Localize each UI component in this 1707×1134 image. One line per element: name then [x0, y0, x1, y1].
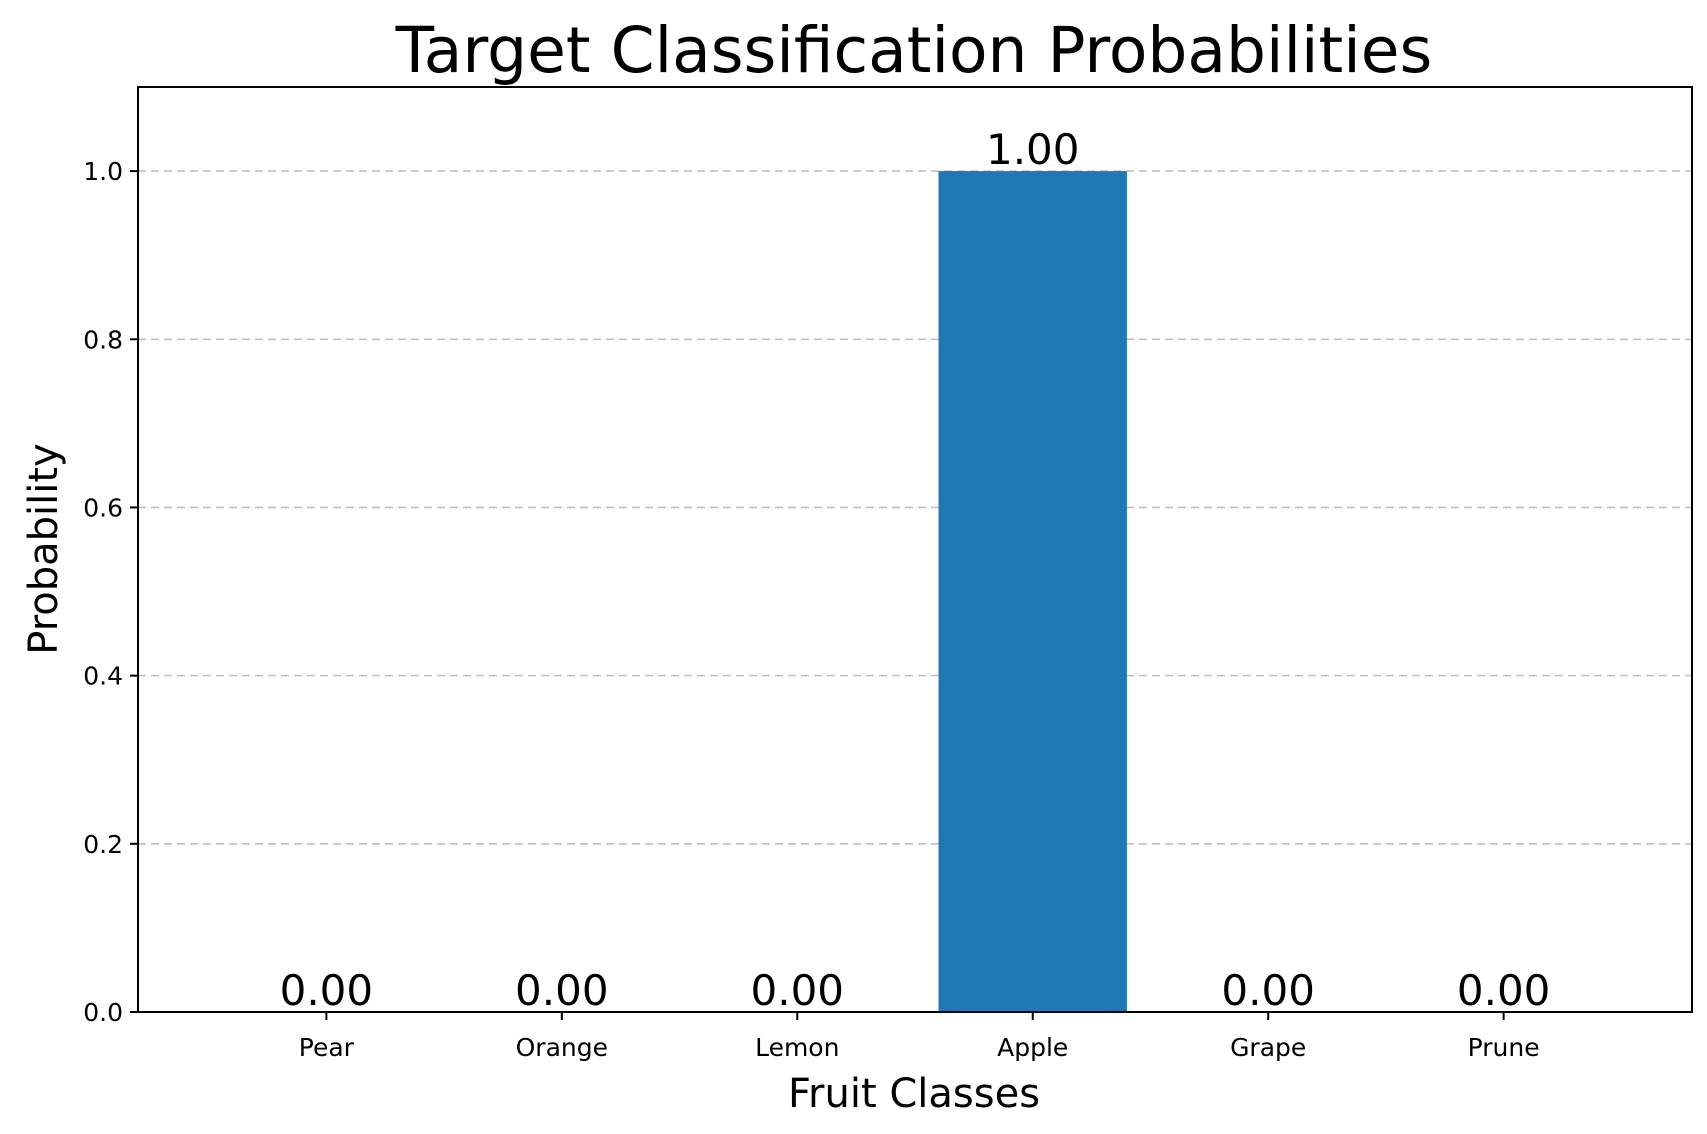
- bar-value-labels: 0.00 0.00 0.00 1.00 0.00 0.00: [280, 125, 1551, 1015]
- y-tick-label: 0.2: [83, 830, 123, 859]
- y-tick-label: 0.0: [83, 998, 123, 1027]
- bar-value-label: 0.00: [1221, 966, 1315, 1015]
- x-tick-label: Lemon: [755, 1033, 839, 1062]
- bar-apple: [938, 171, 1127, 1012]
- x-tick-label: Prune: [1468, 1033, 1540, 1062]
- y-tick-label: 0.8: [83, 325, 123, 354]
- bar-value-label: 0.00: [1457, 966, 1551, 1015]
- x-tick-label: Apple: [997, 1033, 1068, 1062]
- bar-value-label: 0.00: [751, 966, 845, 1015]
- y-axis-ticks: 0.0 0.2 0.4 0.6 0.8 1.0: [83, 157, 138, 1027]
- y-axis-label: Probability: [21, 443, 67, 654]
- x-tick-label: Orange: [516, 1033, 608, 1062]
- y-tick-label: 0.4: [83, 662, 123, 691]
- bar-value-label: 0.00: [280, 966, 374, 1015]
- plot-frame: [137, 86, 1693, 1013]
- x-tick-label: Grape: [1230, 1033, 1306, 1062]
- x-axis-label: Fruit Classes: [788, 1071, 1040, 1117]
- y-tick-label: 1.0: [83, 157, 123, 186]
- bar-value-label: 0.00: [515, 966, 609, 1015]
- bars: [938, 171, 1127, 1012]
- bar-value-label: 1.00: [986, 125, 1080, 174]
- x-tick-label: Pear: [299, 1033, 355, 1062]
- grid-lines: [138, 170, 1692, 1013]
- chart-title: Target Classification Probabilities: [395, 14, 1433, 87]
- x-axis-ticks: Pear Orange Lemon Apple Grape Prune: [299, 1012, 1540, 1062]
- y-tick-label: 0.6: [83, 493, 123, 522]
